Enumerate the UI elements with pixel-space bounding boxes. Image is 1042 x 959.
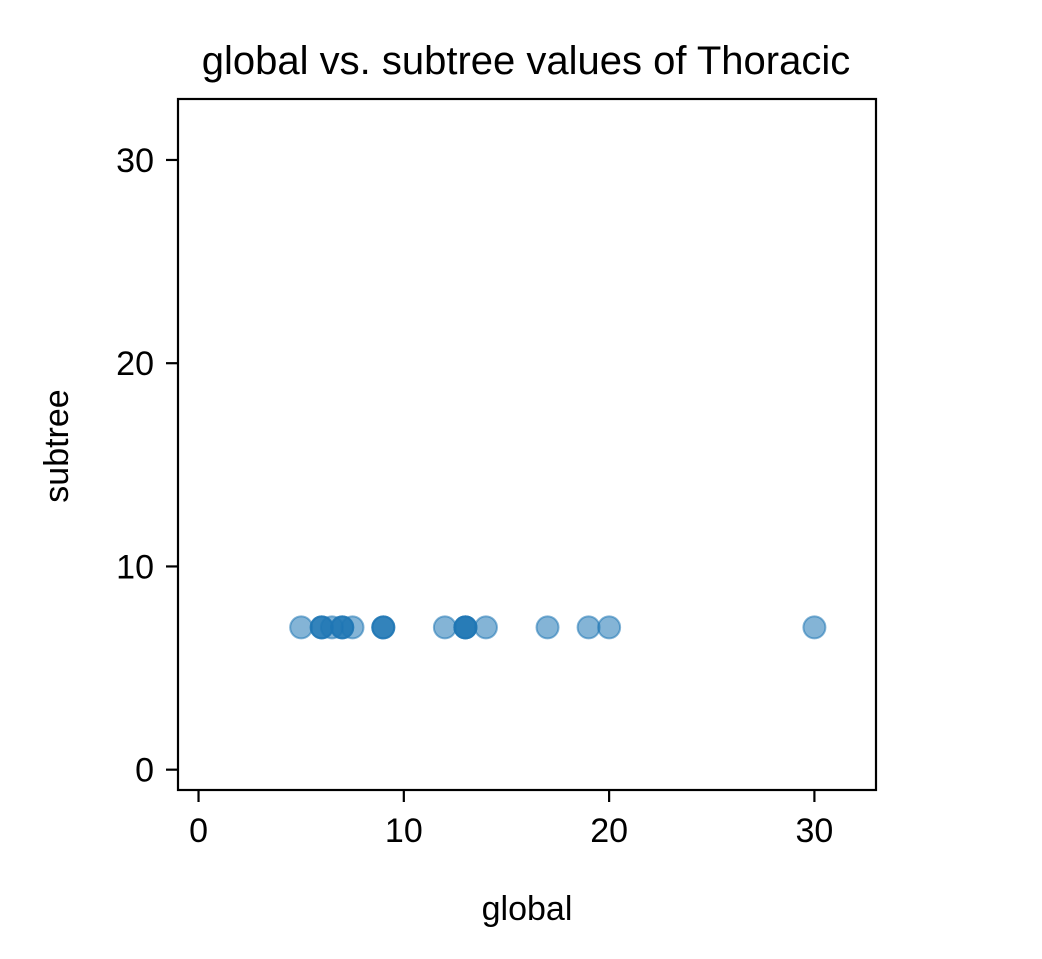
- points-layer: [289, 615, 827, 640]
- data-point: [432, 615, 457, 640]
- data-point: [371, 615, 396, 640]
- x-tick-label: 20: [590, 812, 628, 850]
- plot-frame: [176, 97, 878, 792]
- data-point: [289, 615, 314, 640]
- y-tick-label: 20: [116, 345, 154, 383]
- x-tick-label: 0: [189, 812, 208, 850]
- y-tick-label: 30: [116, 142, 154, 180]
- x-axis-label: global: [482, 890, 573, 928]
- data-point: [576, 615, 601, 640]
- x-tick-label: 30: [795, 812, 833, 850]
- x-tick-label: 10: [385, 812, 423, 850]
- y-tick-label: 0: [135, 752, 154, 790]
- data-point: [535, 615, 560, 640]
- data-point: [473, 615, 498, 640]
- x-axis-ticks: 0 10 20 30: [189, 790, 833, 850]
- y-axis-ticks: 0 10 20 30: [116, 142, 178, 790]
- data-point: [802, 615, 827, 640]
- y-axis-label: subtree: [38, 389, 76, 502]
- y-tick-label: 10: [116, 548, 154, 586]
- data-point: [340, 615, 365, 640]
- chart-title: global vs. subtree values of Thoracic: [202, 39, 851, 83]
- data-point: [453, 615, 478, 640]
- data-point: [597, 615, 622, 640]
